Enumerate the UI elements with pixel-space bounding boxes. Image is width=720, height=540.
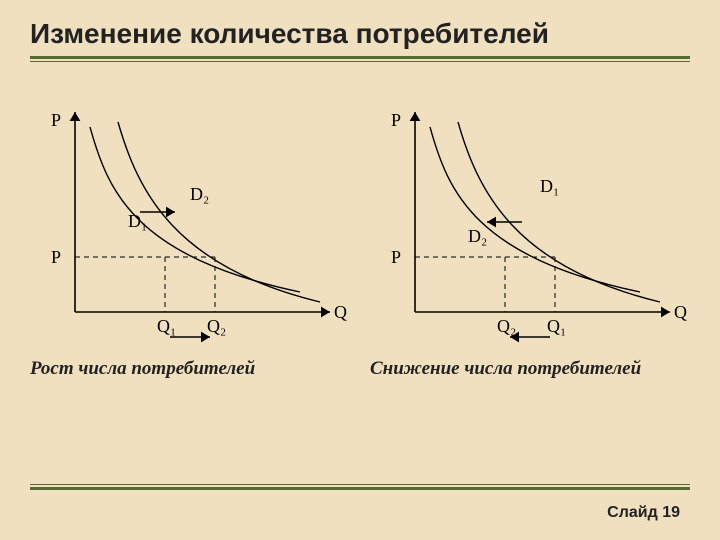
diagram-area: P Q D₁ D₂ P Q₁ Q₂ Рост числа потребителей P Q D₂… xyxy=(20,92,700,380)
rule-thin xyxy=(30,61,690,62)
rule-thick xyxy=(30,56,690,59)
chart-right: P Q D₂ D₁ P Q₂ Q₁ xyxy=(360,92,700,352)
slide: Изменение количества потребителей P Q D₁ D₂… xyxy=(0,0,720,540)
svg-text:D₁: D₁ xyxy=(540,176,559,196)
svg-text:P: P xyxy=(51,110,61,130)
svg-text:Q₁: Q₁ xyxy=(547,316,566,336)
svg-text:P: P xyxy=(51,247,61,267)
caption-left: Рост числа потребителей xyxy=(30,358,360,380)
title-rules xyxy=(30,56,690,62)
svg-text:Q: Q xyxy=(334,302,347,322)
chart-left: P Q D₁ D₂ P Q₁ Q₂ xyxy=(20,92,360,352)
bottom-rules xyxy=(30,484,690,490)
svg-text:D₂: D₂ xyxy=(190,184,209,204)
caption-right: Снижение числа потребителей xyxy=(370,358,700,380)
svg-text:Q₂: Q₂ xyxy=(207,316,226,336)
svg-text:D₂: D₂ xyxy=(468,226,487,246)
svg-text:Q₁: Q₁ xyxy=(157,316,176,336)
panel-left: P Q D₁ D₂ P Q₁ Q₂ Рост числа потребителей xyxy=(20,92,360,380)
rule-thin-bottom xyxy=(30,484,690,485)
svg-text:P: P xyxy=(391,110,401,130)
title-area: Изменение количества потребителей xyxy=(0,0,720,50)
svg-text:Q₂: Q₂ xyxy=(497,316,516,336)
svg-text:P: P xyxy=(391,247,401,267)
rule-thick-bottom xyxy=(30,487,690,490)
svg-text:D₁: D₁ xyxy=(128,211,147,231)
slide-title: Изменение количества потребителей xyxy=(30,18,690,50)
slide-number: Слайд 19 xyxy=(607,504,680,522)
panel-right: P Q D₂ D₁ P Q₂ Q₁ Снижение числа потребителей xyxy=(360,92,700,380)
svg-text:Q: Q xyxy=(674,302,687,322)
